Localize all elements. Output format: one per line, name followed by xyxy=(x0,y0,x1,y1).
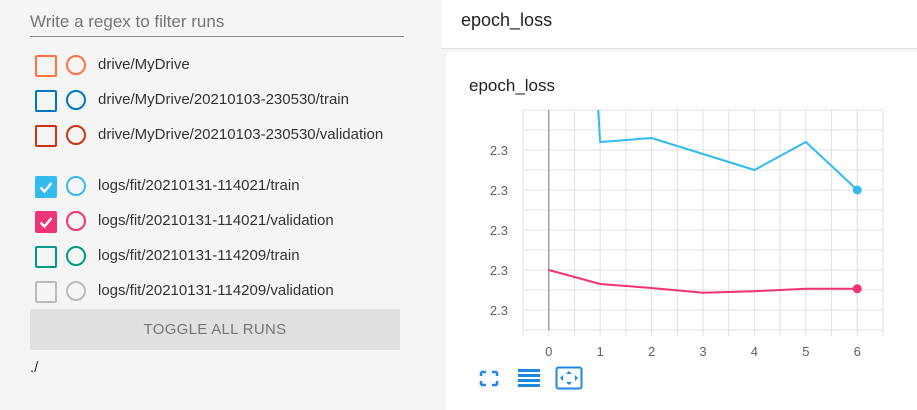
run-color-swatch[interactable] xyxy=(66,246,86,266)
y-tick-label: 2.3 xyxy=(490,143,508,158)
logdir-path: ./ xyxy=(30,359,39,376)
toggle-all-runs-button[interactable]: TOGGLE ALL RUNS xyxy=(30,309,400,350)
series-end-point xyxy=(852,185,862,195)
series-line xyxy=(597,110,858,191)
toggle-y-log-icon[interactable] xyxy=(516,366,542,390)
y-tick-label: 2.3 xyxy=(490,183,508,198)
run-label: drive/MyDrive/20210103-230530/train xyxy=(98,91,349,108)
line-chart[interactable]: 2.3 2.3 2.3 2.3 2.3 0 1 2 3 4 5 6 xyxy=(446,52,917,410)
tag-group-header[interactable]: epoch_loss xyxy=(442,0,917,49)
chart-title: epoch_loss xyxy=(469,76,556,95)
series-line xyxy=(548,269,858,294)
series-end-point xyxy=(852,284,862,294)
x-tick-label: 0 xyxy=(545,344,552,359)
fullscreen-icon[interactable] xyxy=(476,366,502,390)
run-checkbox[interactable] xyxy=(35,281,57,303)
y-tick-label: 2.3 xyxy=(490,263,508,278)
y-tick-label: 2.3 xyxy=(490,303,508,318)
run-checkbox[interactable] xyxy=(35,211,57,233)
run-checkbox[interactable] xyxy=(35,246,57,268)
tag-group-title: epoch_loss xyxy=(461,10,553,30)
run-row[interactable]: logs/fit/20210131-114021/train xyxy=(35,176,415,200)
run-color-swatch[interactable] xyxy=(66,55,86,75)
runs-sidebar: drive/MyDrive drive/MyDrive/20210103-2305… xyxy=(0,0,442,410)
run-filter-input[interactable] xyxy=(30,8,404,37)
run-color-swatch[interactable] xyxy=(66,125,86,145)
run-checkbox[interactable] xyxy=(35,125,57,147)
checkmark-icon xyxy=(39,182,53,194)
run-color-swatch[interactable] xyxy=(66,281,86,301)
run-label: drive/MyDrive xyxy=(98,56,190,73)
run-row[interactable]: drive/MyDrive/20210103-230530/validation xyxy=(35,125,415,149)
run-label: logs/fit/20210131-114021/train xyxy=(98,177,300,194)
run-color-swatch[interactable] xyxy=(66,211,86,231)
main-panel: epoch_loss epoch_loss 2.3 2.3 2.3 2.3 2.3 0 1 2… xyxy=(442,0,917,410)
run-color-swatch[interactable] xyxy=(66,90,86,110)
run-row[interactable]: logs/fit/20210131-114209/train xyxy=(35,246,415,270)
run-row[interactable]: logs/fit/20210131-114021/validation xyxy=(35,211,415,235)
run-color-swatch[interactable] xyxy=(66,176,86,196)
checkmark-icon xyxy=(39,217,53,229)
run-checkbox[interactable] xyxy=(35,176,57,198)
run-label: logs/fit/20210131-114209/validation xyxy=(98,282,334,299)
x-tick-label: 6 xyxy=(854,344,861,359)
run-label: logs/fit/20210131-114021/validation xyxy=(98,212,334,229)
x-tick-label: 2 xyxy=(648,344,655,359)
run-label: drive/MyDrive/20210103-230530/validation xyxy=(98,126,384,143)
run-row[interactable]: drive/MyDrive xyxy=(35,55,415,79)
run-row[interactable]: drive/MyDrive/20210103-230530/train xyxy=(35,90,415,114)
x-tick-label: 1 xyxy=(597,344,604,359)
x-tick-label: 4 xyxy=(751,344,758,359)
run-row[interactable]: logs/fit/20210131-114209/validation xyxy=(35,281,415,305)
x-tick-label: 3 xyxy=(699,344,706,359)
fit-domain-icon[interactable] xyxy=(555,366,583,390)
run-checkbox[interactable] xyxy=(35,55,57,77)
scalar-chart-card: epoch_loss 2.3 2.3 2.3 2.3 2.3 0 1 2 3 4 5 6 xyxy=(446,52,917,410)
run-label: logs/fit/20210131-114209/train xyxy=(98,247,300,264)
run-checkbox[interactable] xyxy=(35,90,57,112)
y-tick-label: 2.3 xyxy=(490,223,508,238)
x-tick-label: 5 xyxy=(802,344,809,359)
